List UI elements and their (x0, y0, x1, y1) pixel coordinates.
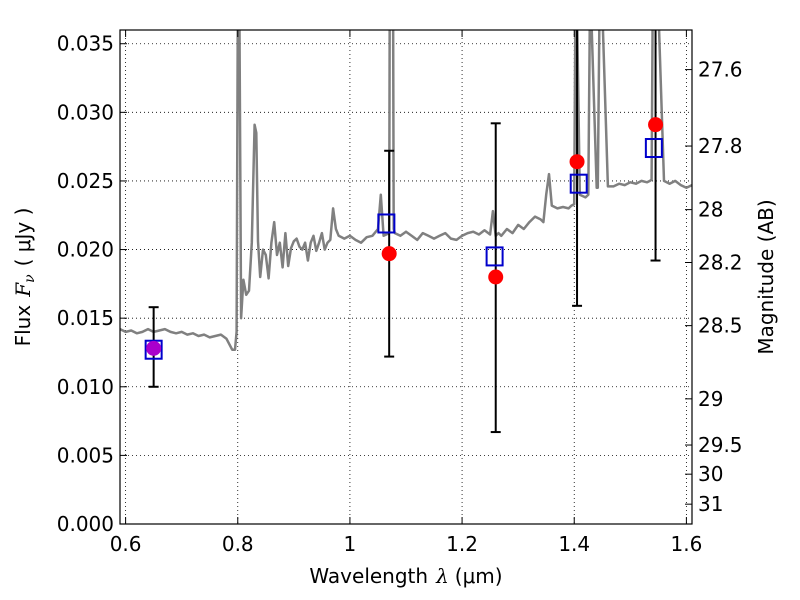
x-tick-label: 1.4 (558, 532, 590, 556)
x-axis-symbol: λ (435, 564, 449, 588)
y-tick-label: 0.015 (57, 306, 114, 330)
x-tick-labels: 0.6 0.8 1 1.2 1.4 1.6 (110, 532, 703, 556)
observed-flux-markers (146, 117, 664, 356)
magnitude-tick-label: 29 (698, 387, 723, 411)
y-axis-title: Flux Fν ( μJy ) (11, 208, 38, 347)
x-axis-label: Wavelength (309, 564, 428, 588)
y-axis-unit: ( μJy ) (11, 208, 35, 267)
observed-flux-marker (648, 117, 664, 133)
model-spectrum-line (120, 30, 692, 351)
magnitude-tick-label: 28.5 (698, 314, 743, 338)
y-axis-symbol: F (11, 282, 35, 298)
y-axis-label: Flux (11, 305, 35, 347)
model-photometry-marker (644, 138, 663, 159)
y-tick-labels: 0.000 0.005 0.010 0.015 0.020 0.025 0.030 0.035 (57, 32, 114, 536)
model-photometry-markers (144, 138, 663, 360)
model-photometry-marker (377, 213, 396, 234)
magnitude-tick-label: 27.6 (698, 58, 743, 82)
magnitude-tick-label: 27.8 (698, 134, 743, 158)
magnitude-tick-label: 28 (698, 198, 723, 222)
magnitude-axis-title: Magnitude (AB) (754, 199, 778, 354)
y-tick-label: 0.005 (57, 443, 114, 467)
y-axis-subscript: ν (22, 274, 38, 283)
model-photometry-marker (485, 246, 504, 267)
x-tick-label: 1.6 (670, 532, 702, 556)
x-axis-unit: (μm) (455, 564, 503, 588)
y-tick-label: 0.035 (57, 32, 114, 56)
plot-frame (119, 29, 693, 525)
y-tick-label: 0.010 (57, 375, 114, 399)
observed-flux-marker (381, 246, 397, 262)
observed-flux-marker (488, 269, 504, 285)
y-tick-label: 0.025 (57, 169, 114, 193)
x-tick-label: 0.6 (110, 532, 142, 556)
magnitude-tick-labels: 27.6 27.8 28 28.2 28.5 29 29.5 30 31 (698, 58, 743, 517)
magnitude-tick-label: 28.2 (698, 251, 743, 275)
magnitude-tick-label: 31 (698, 492, 723, 516)
y-tick-label: 0.030 (57, 100, 114, 124)
magnitude-tick-label: 29.5 (698, 433, 743, 457)
y-tick-label: 0.020 (57, 238, 114, 262)
observed-flux-marker (569, 154, 585, 170)
axis-ticks (120, 30, 692, 525)
x-tick-label: 0.8 (222, 532, 254, 556)
observed-flux-marker (146, 340, 162, 356)
x-tick-label: 1.2 (446, 532, 478, 556)
y-tick-label: 0.000 (57, 512, 114, 536)
model-photometry-marker (569, 173, 588, 194)
x-tick-label: 1 (344, 532, 357, 556)
model-photometry-marker (144, 339, 163, 360)
x-axis-title: Wavelength λ (μm) (309, 564, 502, 588)
magnitude-tick-label: 30 (698, 462, 723, 486)
